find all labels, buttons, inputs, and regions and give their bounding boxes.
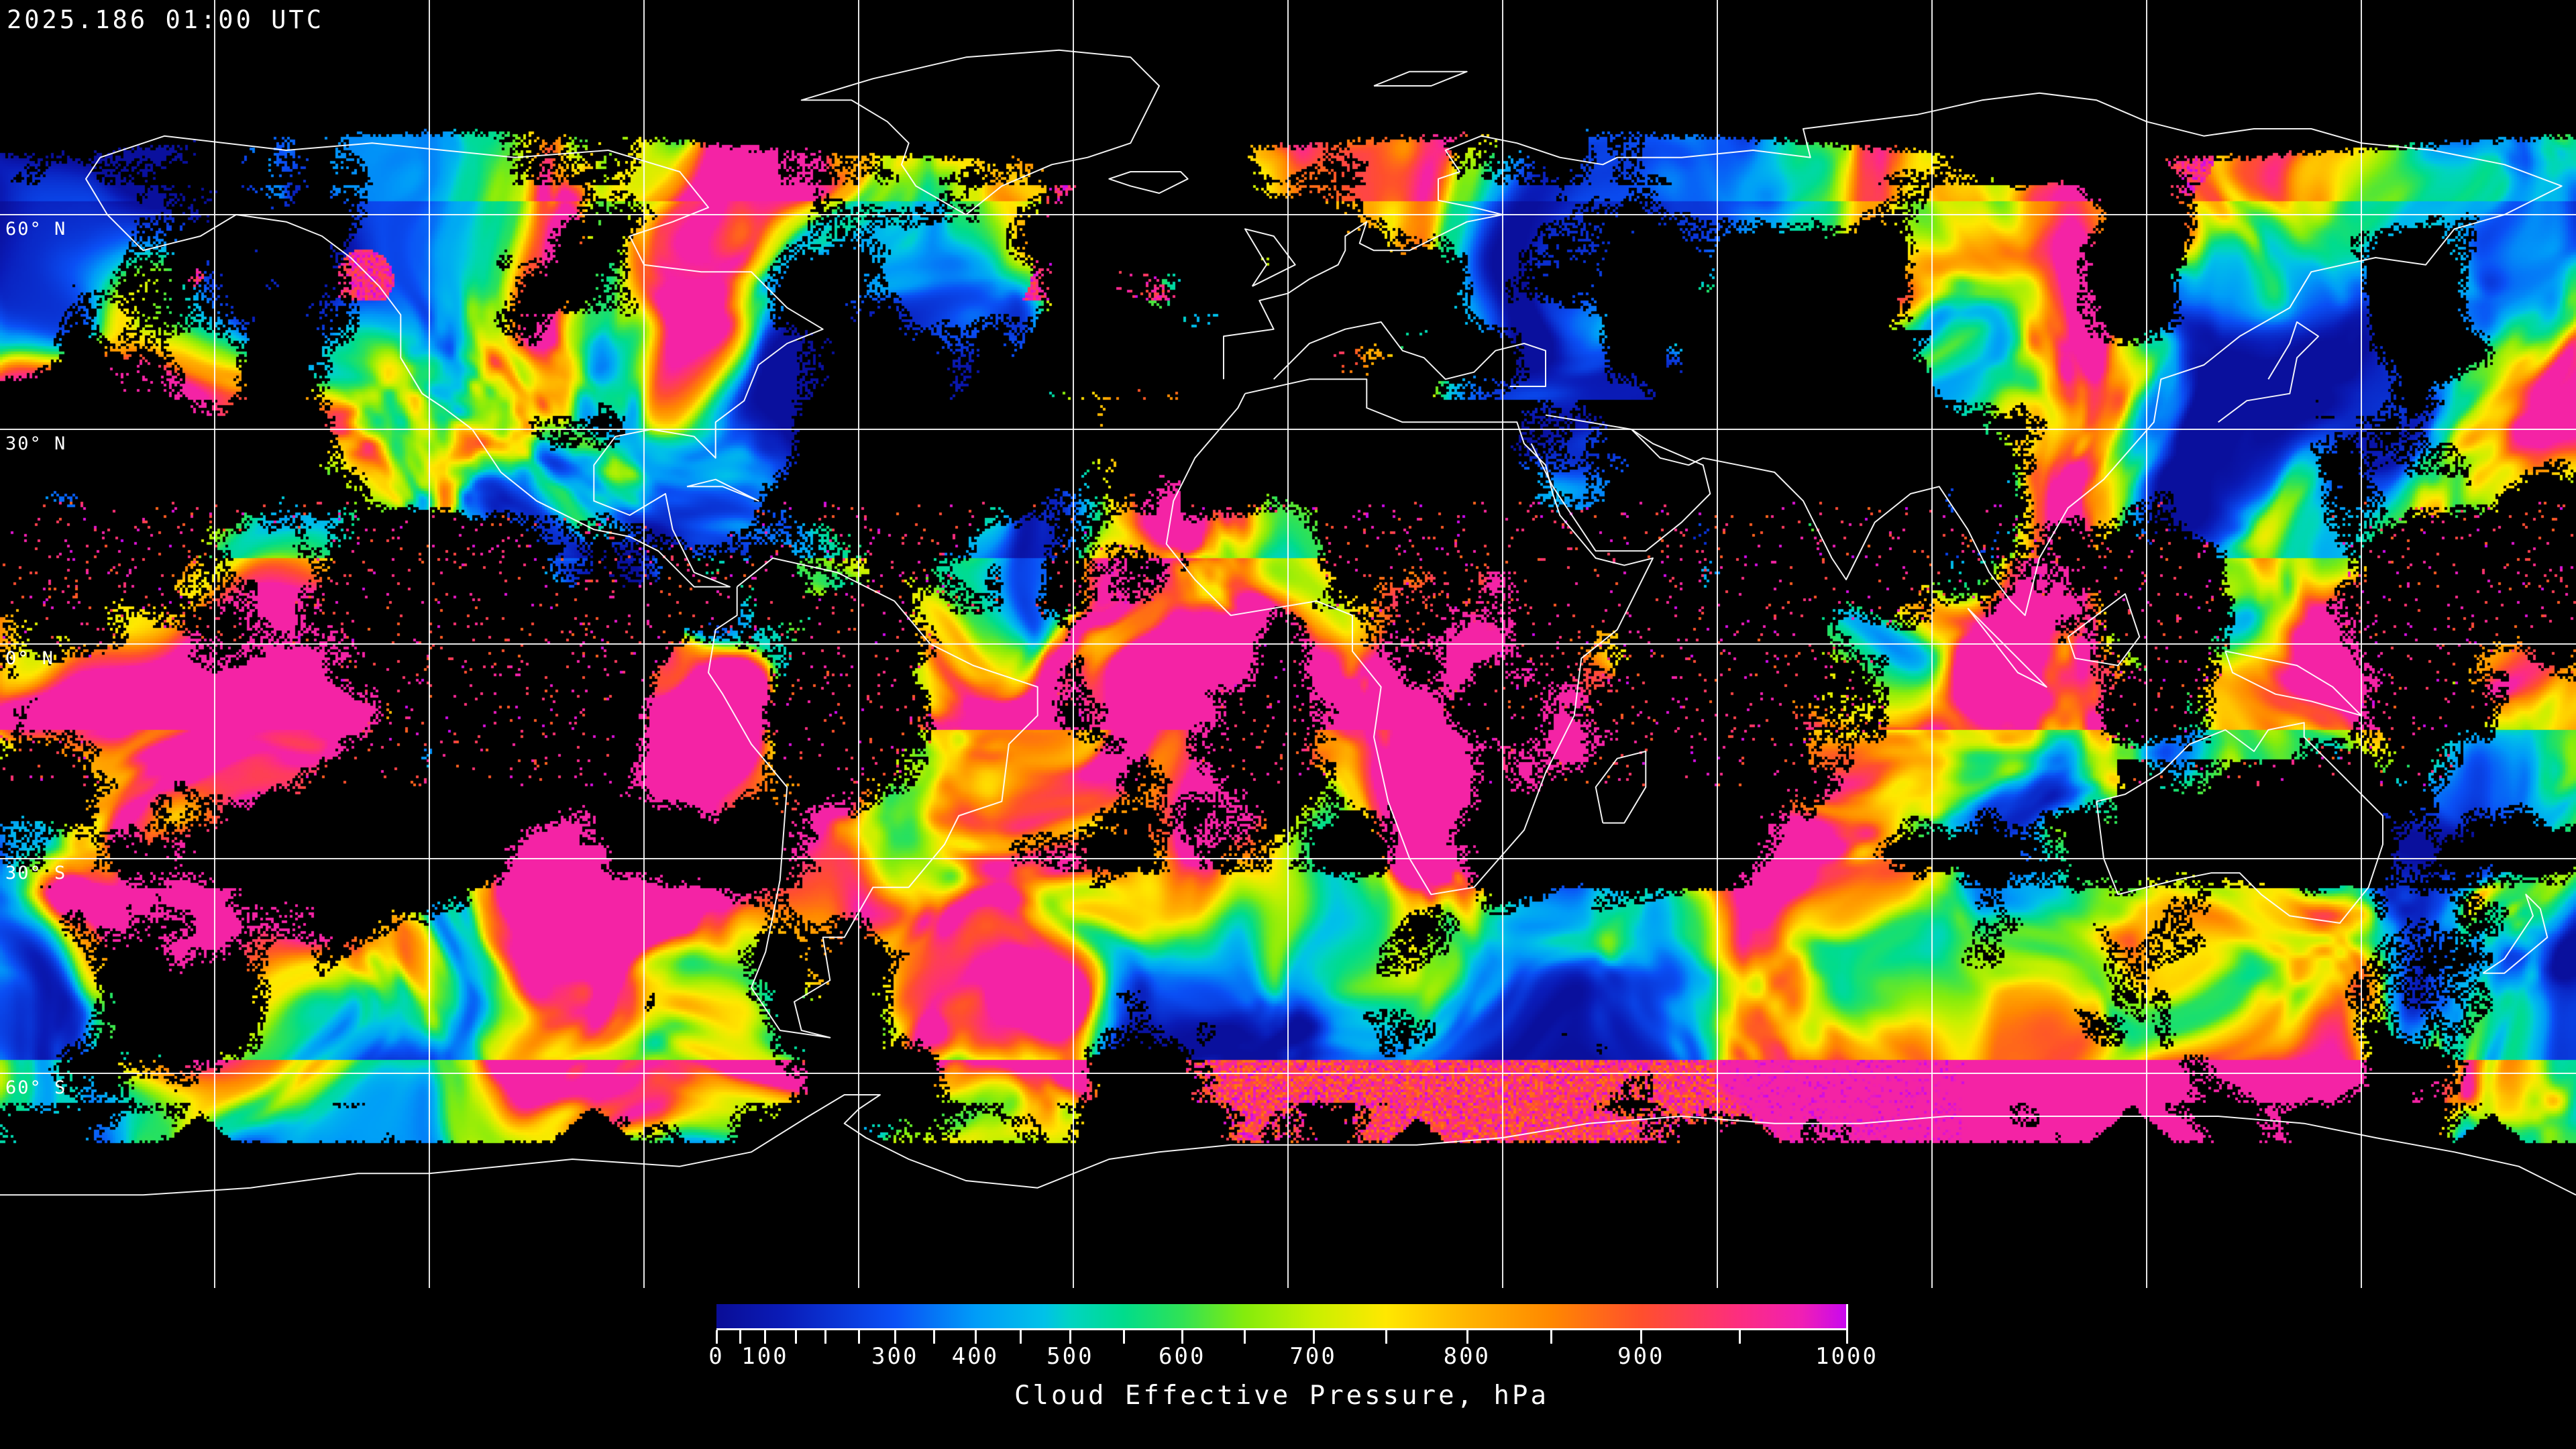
coastline: [1108, 171, 1189, 194]
coastline: [686, 478, 759, 502]
coastline: [1595, 751, 1647, 824]
colorbar-tick: [824, 1330, 826, 1344]
timestamp: 2025.186 01:00 UTC: [7, 5, 324, 34]
coastline: [85, 135, 824, 588]
colorbar-tick-label: 500: [1046, 1343, 1094, 1370]
colorbar-tick-label: 700: [1289, 1343, 1337, 1370]
colorbar-tick-label: 1000: [1815, 1343, 1878, 1370]
colorbar-tick: [1640, 1330, 1643, 1344]
coastline: [2224, 650, 2362, 716]
colorbar-tick: [1846, 1330, 1848, 1344]
coastline: [1273, 321, 1546, 387]
colorbar-tick: [1466, 1330, 1468, 1344]
latitude-label: 30° S: [5, 863, 67, 883]
coastline: [1373, 70, 1468, 87]
colorbar-tick: [1550, 1330, 1552, 1344]
colorbar-tick: [894, 1330, 897, 1344]
colorbar-tick: [716, 1330, 718, 1344]
coastline: [1165, 378, 1654, 896]
coastline: [1223, 92, 2563, 616]
colorbar-tick: [858, 1330, 861, 1344]
coastline: [2067, 593, 2141, 666]
colorbar-axis-line: [716, 1328, 1848, 1330]
colorbar-tick: [1312, 1330, 1315, 1344]
colorbar: 0 100 300 400 500 600 700 800 900 1000 Cloud Effe…: [0, 0, 2576, 1411]
colorbar-tick-label: 400: [951, 1343, 1000, 1370]
colorbar-tick: [932, 1330, 935, 1344]
colorbar-tick: [1738, 1330, 1741, 1344]
latitude-label: 0° N: [5, 648, 55, 669]
colorbar-tick-label: 600: [1159, 1343, 1206, 1370]
coastline: [2096, 722, 2383, 924]
colorbar-tick: [1385, 1330, 1387, 1344]
world-map: 2025.186 01:00 UTC 60° N 30° N 0° N 30° S 60…: [0, 0, 2576, 1288]
colorbar-tick: [974, 1330, 977, 1344]
coastline: [800, 49, 1160, 215]
coastline: [1244, 228, 1296, 287]
colorbar-gradient: [716, 1304, 1847, 1330]
latitude-label: 60° S: [5, 1077, 67, 1098]
graticule-coastline-overlay: [0, 0, 2576, 1288]
colorbar-tick: [794, 1330, 797, 1344]
colorbar-tick: [1069, 1330, 1072, 1344]
colorbar-tick-label: 0: [708, 1343, 724, 1370]
colorbar-tick: [1243, 1330, 1246, 1344]
latitude-label: 30° N: [5, 433, 67, 454]
coastline: [2482, 894, 2548, 974]
colorbar-tick: [1122, 1330, 1125, 1344]
coastline: [708, 557, 1038, 1038]
colorbar-tick: [764, 1330, 767, 1344]
colorbar-tick-label: 900: [1617, 1343, 1665, 1370]
colorbar-tick-label: 800: [1443, 1343, 1491, 1370]
colorbar-end-line: [1846, 1304, 1848, 1330]
colorbar-tick-label: 300: [871, 1343, 919, 1370]
colorbar-tick: [1020, 1330, 1022, 1344]
coastline: [2218, 321, 2319, 423]
colorbar-title: Cloud Effective Pressure, hPa: [1014, 1381, 1549, 1411]
latitude-label: 60° N: [5, 219, 67, 239]
colorbar-tick-label: 100: [741, 1343, 789, 1370]
colorbar-tick: [739, 1330, 742, 1344]
coastline: [0, 1094, 2576, 1196]
colorbar-tick: [1181, 1330, 1184, 1344]
coastline: [1967, 607, 2047, 688]
coastline: [1530, 429, 1711, 552]
